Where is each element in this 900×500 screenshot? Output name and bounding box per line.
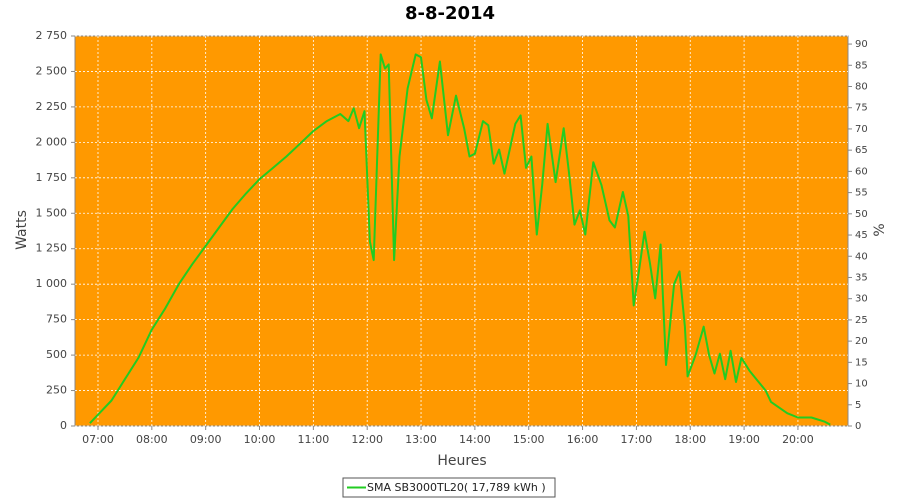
y2-tick-label: 5 <box>855 400 861 411</box>
y2-tick-label: 45 <box>855 230 868 241</box>
chart-title: 8-8-2014 <box>405 3 495 24</box>
y-tick-label: 2 000 <box>36 135 68 148</box>
y2-tick-label: 15 <box>855 357 868 368</box>
y-tick-label: 500 <box>46 348 67 361</box>
y2-tick-label: 50 <box>855 209 868 220</box>
series-line <box>89 53 831 426</box>
y-tick-label: 2 500 <box>36 64 68 77</box>
x-tick-label: 15:00 <box>513 433 545 446</box>
y2-tick-label: 60 <box>855 166 868 177</box>
legend-label: SMA SB3000TL20( 17,789 kWh ) <box>367 481 546 494</box>
y-tick-label: 1 750 <box>36 171 68 184</box>
legend-box <box>342 477 556 498</box>
y2-tick-label: 80 <box>855 82 868 93</box>
plot-area <box>74 35 849 427</box>
y2-tick-label: 40 <box>855 251 868 262</box>
y-tick-label: 2 250 <box>36 100 68 113</box>
x-tick-label: 07:00 <box>82 433 114 446</box>
x-tick-label: 20:00 <box>782 433 814 446</box>
x-tick-label: 08:00 <box>136 433 168 446</box>
y2-tick-label: 85 <box>855 60 868 71</box>
y-tick-label: 1 250 <box>36 242 68 255</box>
y-tick-label: 2 750 <box>36 29 68 42</box>
y-tick-label: 0 <box>60 419 67 432</box>
x-axis-label: Heures <box>437 453 486 469</box>
y2-tick-label: 10 <box>855 379 868 390</box>
y2-tick-label: 25 <box>855 315 868 326</box>
y2-tick-label: 90 <box>855 39 868 50</box>
x-tick-label: 19:00 <box>728 433 760 446</box>
y-tick-label: 1 500 <box>36 206 68 219</box>
x-tick-label: 10:00 <box>244 433 276 446</box>
x-tick-label: 16:00 <box>567 433 599 446</box>
y2-tick-label: 0 <box>855 421 861 432</box>
y2-tick-label: 70 <box>855 124 868 135</box>
x-tick-label: 14:00 <box>459 433 491 446</box>
y-tick-label: 1 000 <box>36 277 68 290</box>
x-tick-label: 09:00 <box>190 433 222 446</box>
y2-tick-label: 20 <box>855 336 868 347</box>
x-tick-label: 12:00 <box>351 433 383 446</box>
x-tick-label: 18:00 <box>674 433 706 446</box>
x-tick-label: 17:00 <box>621 433 653 446</box>
y2-tick-label: 55 <box>855 188 868 199</box>
y2-tick-label: 65 <box>855 145 868 156</box>
y-tick-label: 250 <box>46 384 67 397</box>
x-tick-label: 13:00 <box>405 433 437 446</box>
y2-tick-label: 30 <box>855 294 868 305</box>
legend: SMA SB3000TL20( 17,789 kWh ) <box>342 477 556 498</box>
y2-tick-label: 35 <box>855 272 868 283</box>
y-tick-label: 750 <box>46 313 67 326</box>
x-tick-label: 11:00 <box>298 433 330 446</box>
y-axis-label: Watts <box>14 210 30 250</box>
y2-tick-label: 75 <box>855 103 868 114</box>
y2-axis-label: % <box>872 223 888 236</box>
